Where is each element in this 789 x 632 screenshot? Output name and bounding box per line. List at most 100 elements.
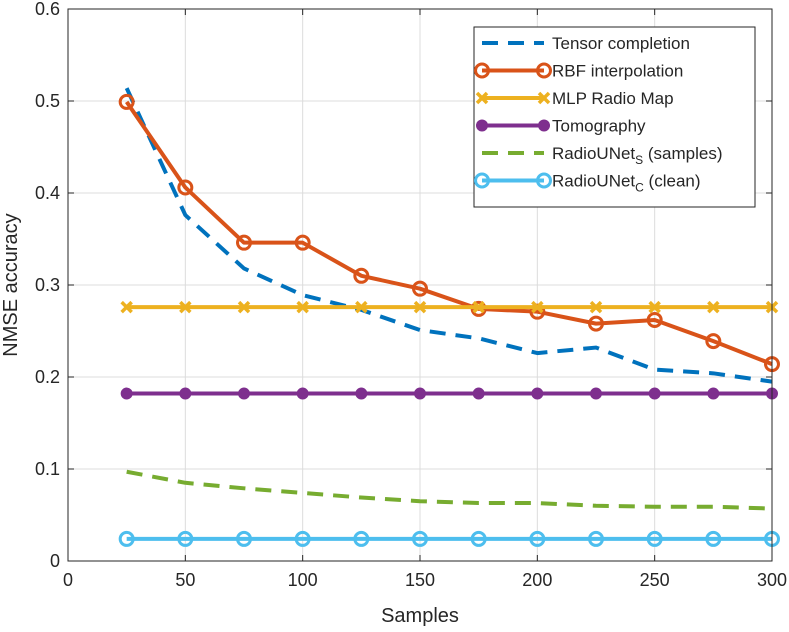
legend-label: Tomography [552,117,646,136]
marker-stroke [648,300,661,314]
data-point [414,387,426,400]
data-point [413,300,427,314]
marker-stroke [120,300,133,314]
marker-stroke [179,300,192,314]
legend-entry: MLP Radio Map [475,89,674,108]
y-tick-label: 0.4 [35,183,60,203]
marker-stroke [296,300,309,314]
legend-marker [474,172,490,189]
data-point [531,300,544,314]
data-point [705,333,722,350]
y-tick-label: 0.6 [35,0,60,19]
legend-entry: Tomography [476,117,646,136]
marker-stroke [355,300,368,314]
legend-box [473,26,756,208]
data-point [238,387,250,400]
series-5 [118,530,780,547]
marker-stroke [475,91,489,105]
legend-label: RadioUNetS (samples) [552,144,723,167]
legend-marker [536,172,552,189]
legend-label: RadioUNetC (clean) [552,172,701,195]
data-point [648,387,661,400]
marker-stroke [237,300,251,314]
data-point [531,387,544,400]
data-point [353,530,370,547]
data-point [355,300,368,314]
y-tick-label: 0.3 [35,275,60,295]
legend-marker [474,62,490,79]
data-point [179,300,192,314]
legend: Tensor completion RBF interpolation MLP Ra… [473,26,756,208]
data-point [646,311,663,328]
y-tick-label: 0.1 [35,459,60,479]
legend-label: MLP Radio Map [552,89,674,108]
marker-stroke [707,300,720,314]
legend-marker [538,119,550,132]
data-point [529,530,546,547]
data-point [177,530,194,547]
data-point [296,387,309,400]
marker-stroke [589,300,603,314]
legend-entry: RadioUNetC (clean) [474,172,701,195]
y-tick-label: 0 [50,551,60,571]
x-tick-label: 50 [175,570,195,590]
x-tick-label: 150 [405,570,435,590]
legend-label: Tensor completion [552,34,690,53]
y-axis-label: NMSE accuracy [0,213,22,356]
y-tick-label: 0.5 [35,91,60,111]
data-point [179,387,192,400]
series-1 [118,93,780,373]
legend-marker [476,119,488,132]
series-line [124,87,773,384]
marker-stroke [531,300,544,314]
series-4 [126,469,773,511]
data-point [412,530,428,547]
data-point [705,530,722,547]
axes: 0 50 100 150 200 250 300 0 0.1 0.2 0.3 0.4 0.5 0.6 [35,0,787,590]
data-point [470,530,487,547]
data-point [472,300,485,314]
data-point [472,387,485,400]
data-point [707,300,720,314]
x-tick-label: 300 [757,570,787,590]
data-point [707,387,720,400]
x-tick-label: 100 [288,570,318,590]
series-line [126,469,773,511]
legend-marker [536,62,552,79]
y-tick-label: 0.2 [35,367,60,387]
data-point [118,530,135,547]
data-point [236,530,252,547]
legend-entry: Tensor completion [482,34,690,53]
data-point [237,300,251,314]
series-line [125,100,773,366]
data-point [294,234,311,251]
legend-marker [475,91,489,105]
legend-entry: RBF interpolation [474,62,683,81]
data-point [120,300,133,314]
legend-label: RBF interpolation [552,62,683,81]
marker-stroke [472,300,485,314]
x-tick-label: 0 [63,570,73,590]
data-point [588,530,604,547]
data-point [355,387,368,400]
data-point [296,300,309,314]
legend-marker [537,91,551,105]
data-point [120,387,133,400]
axes-box [67,8,773,562]
data-point [294,530,311,547]
data-point [236,234,252,251]
series-3 [120,387,778,400]
data-point [588,315,604,332]
x-tick-label: 200 [522,570,552,590]
x-tick-label: 250 [640,570,670,590]
data-point [589,300,603,314]
data-point [412,280,428,297]
marker-stroke [537,91,551,105]
data-point [353,267,370,284]
data-point [648,300,661,314]
series-2 [120,300,779,314]
data-point [590,387,602,400]
series-group [118,87,780,547]
series-0 [124,87,773,384]
